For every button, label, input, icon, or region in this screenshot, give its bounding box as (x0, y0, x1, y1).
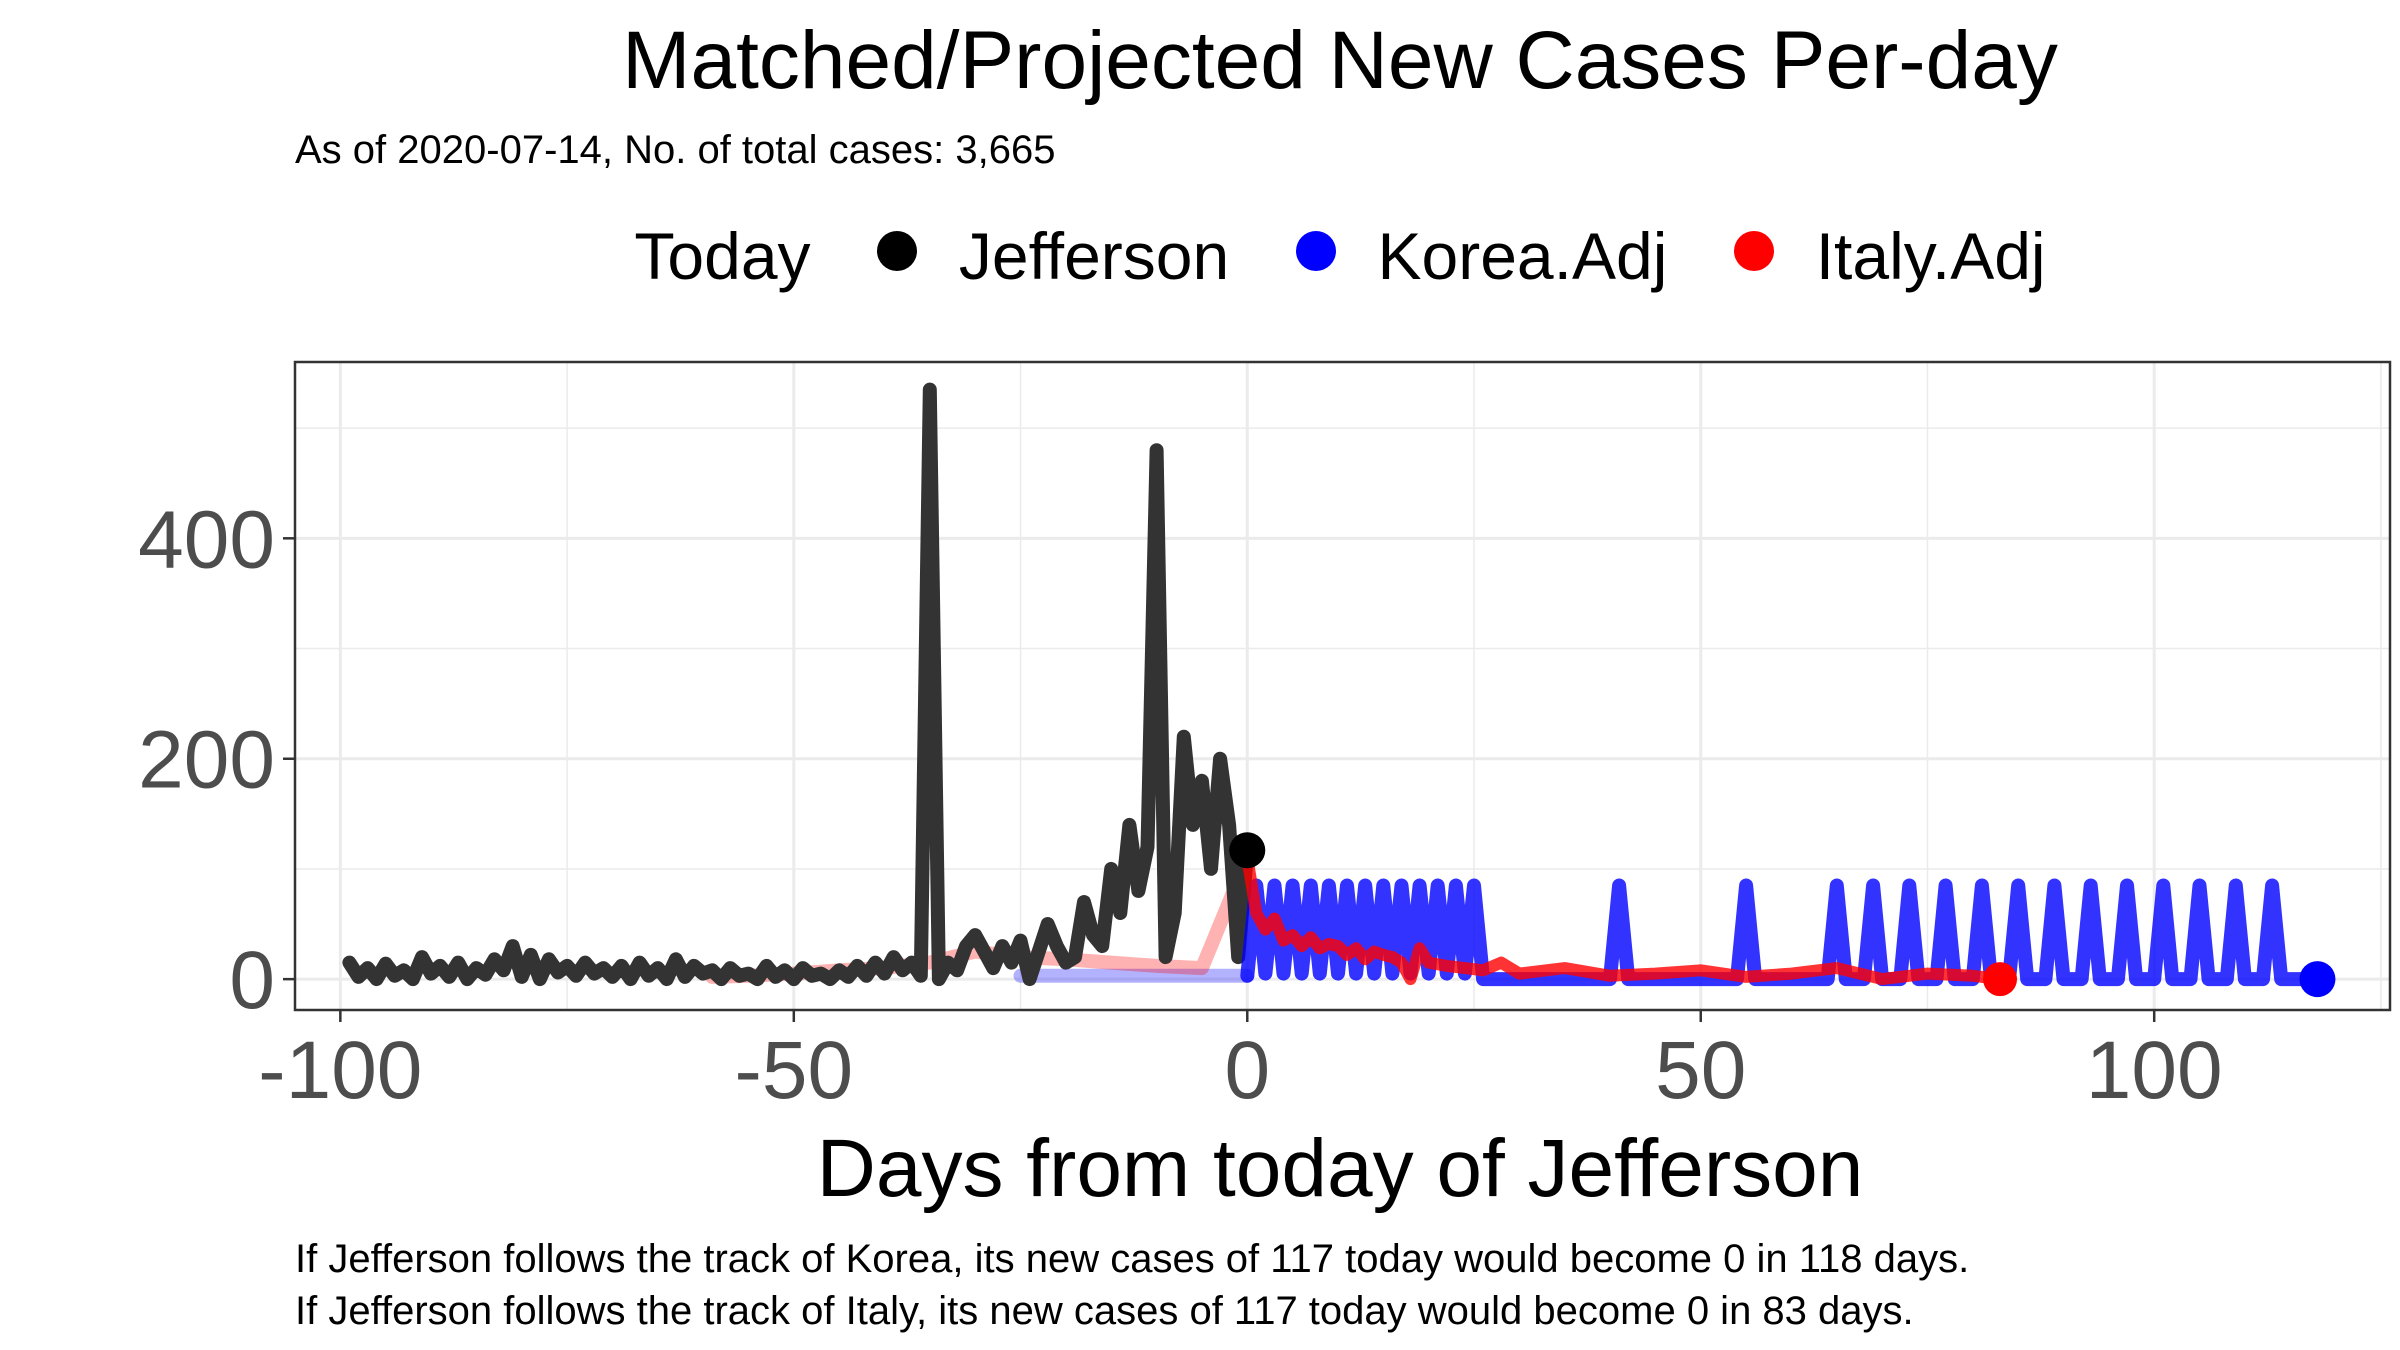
chart-title: Matched/Projected New Cases Per-day (622, 15, 2058, 106)
panel-border (293, 360, 2392, 1012)
endpoint-korea (2299, 961, 2336, 998)
legend-label-jefferson: Jefferson (958, 219, 1230, 293)
x-tick-label: -50 (735, 1025, 854, 1116)
legend: Today Jefferson Korea.Adj Italy.Adj (0, 218, 2400, 294)
caption-korea-projection: If Jefferson follows the track of Korea,… (295, 1237, 1970, 1281)
caption-italy-projection: If Jefferson follows the track of Italy,… (295, 1289, 1914, 1333)
legend-swatch-jefferson (876, 231, 917, 271)
y-tick-label: 0 (229, 935, 275, 1026)
x-tick-label: 50 (1655, 1025, 1746, 1116)
marker-layer (1229, 832, 2336, 998)
legend-item-italy: Italy.Adj (1733, 218, 2046, 294)
frame-layer (293, 360, 2392, 1012)
x-tick-label: 0 (1224, 1025, 1270, 1116)
legend-label-italy: Italy.Adj (1815, 219, 2046, 293)
legend-swatch-italy (1733, 231, 1774, 271)
legend-swatch-korea (1295, 231, 1336, 271)
legend-label-korea: Korea.Adj (1377, 219, 1668, 293)
chart-subtitle: As of 2020-07-14, No. of total cases: 3,… (295, 128, 1056, 172)
series-line-jefferson (342, 382, 1255, 987)
series-layer (342, 382, 2325, 987)
x-axis-label: Days from today of Jefferson (817, 1123, 1864, 1214)
y-tick-label: 400 (138, 494, 275, 585)
legend-title: Today (634, 219, 811, 293)
x-tick-label: 100 (2086, 1025, 2223, 1116)
x-tick-label: -100 (258, 1025, 422, 1116)
series-line-italy-projected (1241, 851, 2006, 986)
legend-item-korea: Korea.Adj (1295, 218, 1668, 294)
series-line-korea-projected (1240, 878, 2325, 987)
today-point-jefferson (1229, 832, 1266, 869)
endpoint-italy (1983, 962, 2018, 997)
tick-layer: -100 -50 0 50 100 0 200 400 (138, 494, 2222, 1116)
y-tick-label: 200 (138, 715, 275, 806)
legend-item-jefferson: Jefferson (876, 218, 1230, 294)
